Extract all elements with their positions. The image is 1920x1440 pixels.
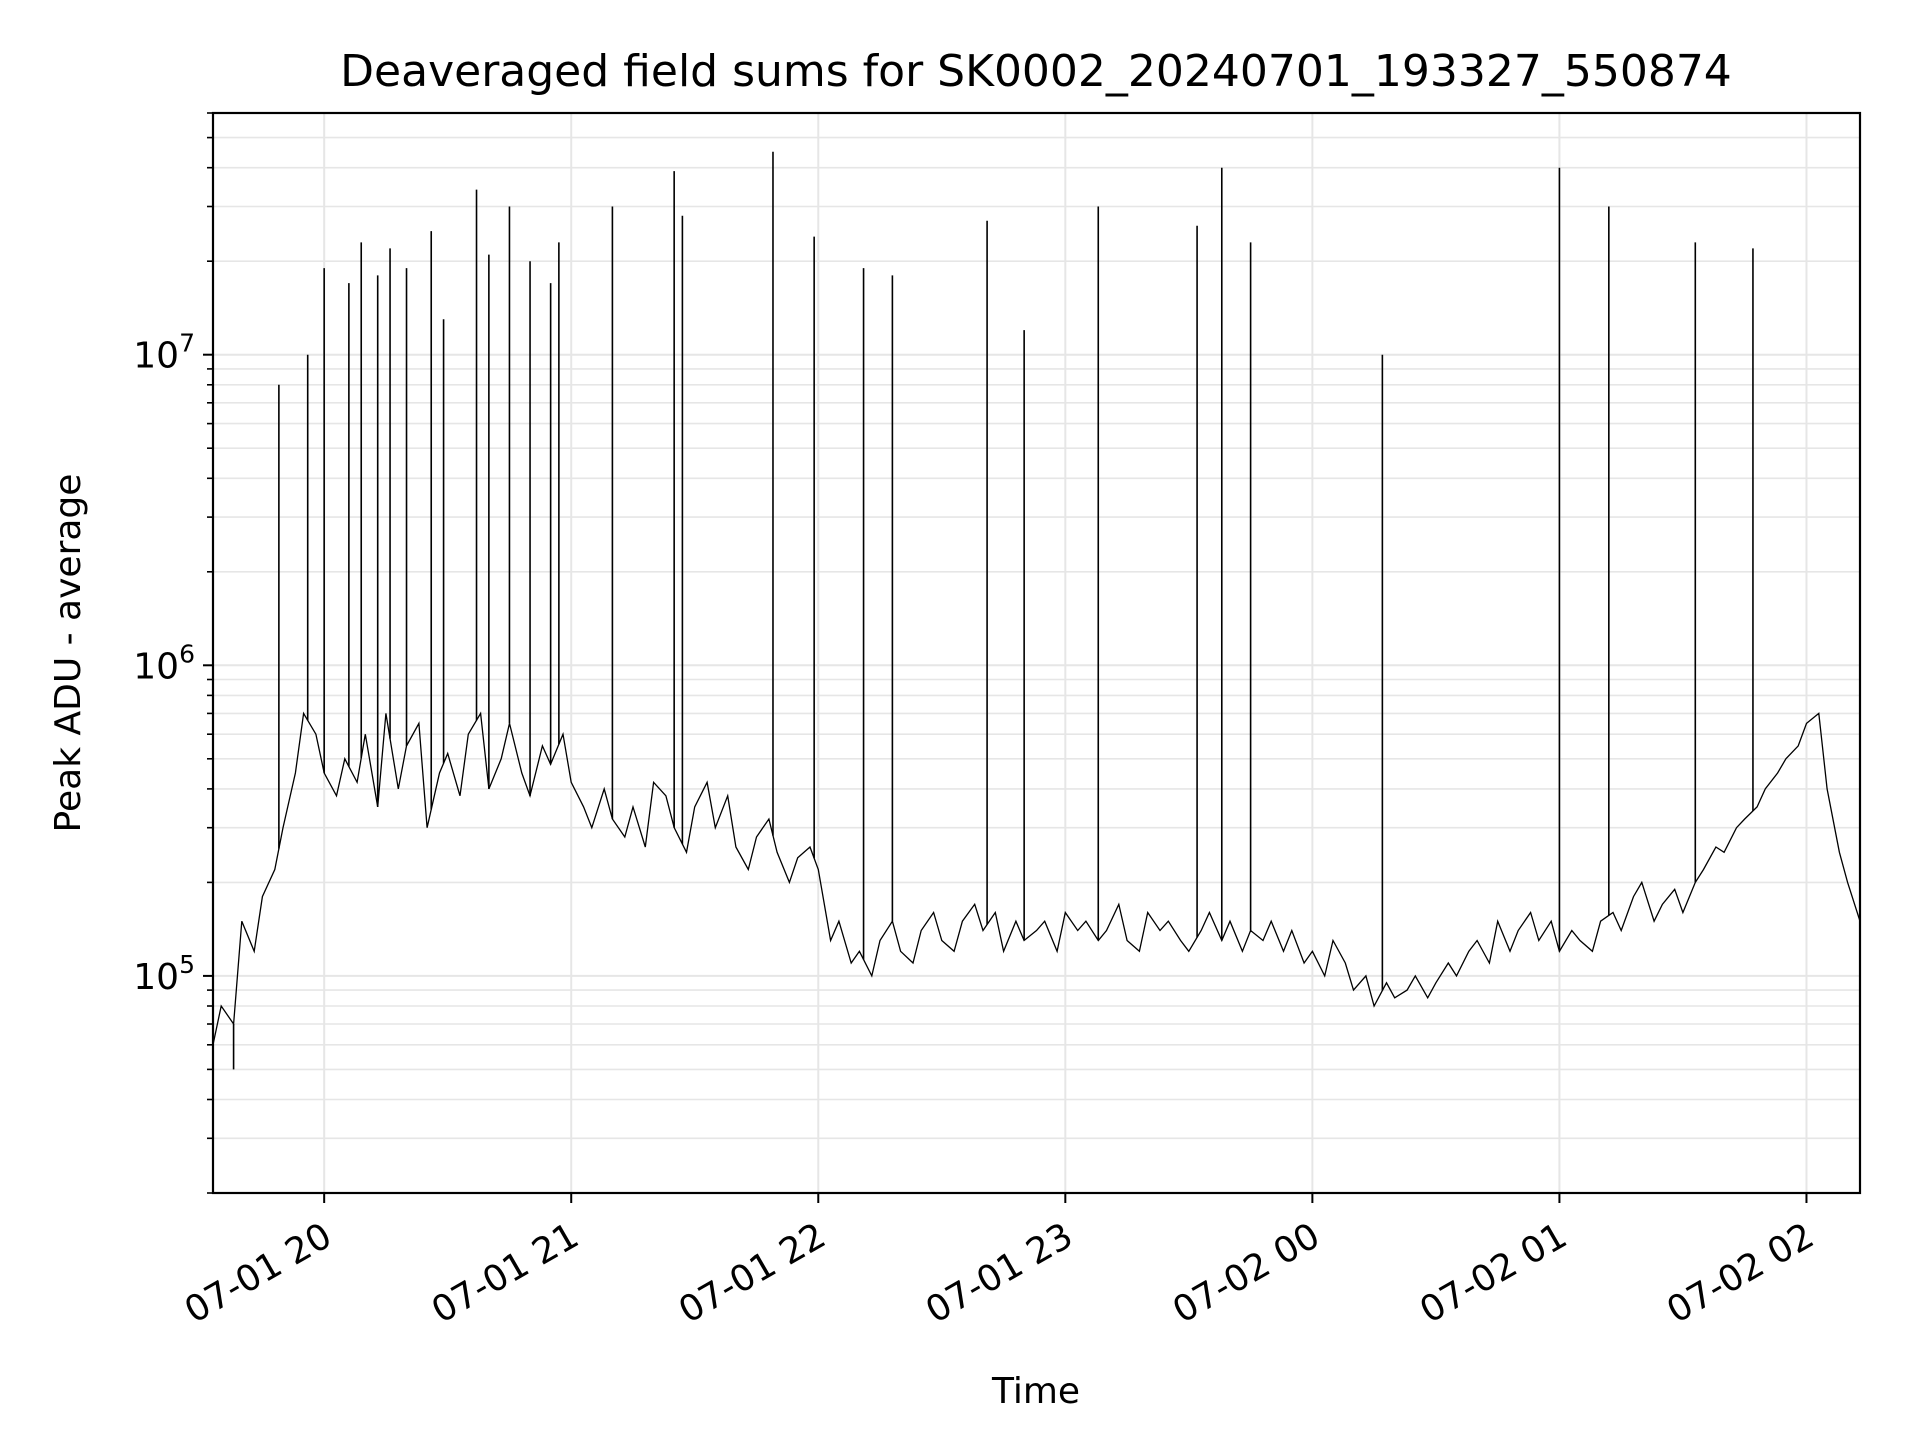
x-tick-label: 07-02 00: [1166, 1215, 1327, 1331]
y-axis-ticks: 105 106 107: [133, 112, 213, 1194]
chart-title: Deaveraged field sums for SK0002_2024070…: [340, 46, 1732, 97]
x-tick-label: 07-02 02: [1660, 1215, 1821, 1331]
x-tick-label: 07-01 20: [178, 1215, 339, 1331]
y-axis-label: Peak ADU - average: [48, 474, 89, 833]
x-tick-label: 07-01 21: [425, 1215, 586, 1331]
x-tick-label: 07-01 23: [919, 1215, 1080, 1331]
y-tick-label: 106: [133, 639, 195, 687]
plot-frame: [211, 111, 1862, 1195]
y-tick-label: 107: [133, 329, 195, 377]
series-line-main: [212, 711, 1861, 1045]
x-tick-label: 07-01 22: [672, 1215, 833, 1331]
x-axis-label: Time: [991, 1371, 1080, 1412]
x-axis-ticks: 07-01 20 07-01 21 07-01 22 07-01 23 07-02 00…: [178, 1193, 1821, 1332]
vertical-gridlines: [323, 113, 1808, 1193]
horizontal-gridlines: [213, 112, 1860, 1194]
y-tick-label: 105: [133, 950, 195, 998]
series-spikes: [232, 151, 1754, 1070]
x-tick-label: 07-02 01: [1413, 1215, 1574, 1331]
